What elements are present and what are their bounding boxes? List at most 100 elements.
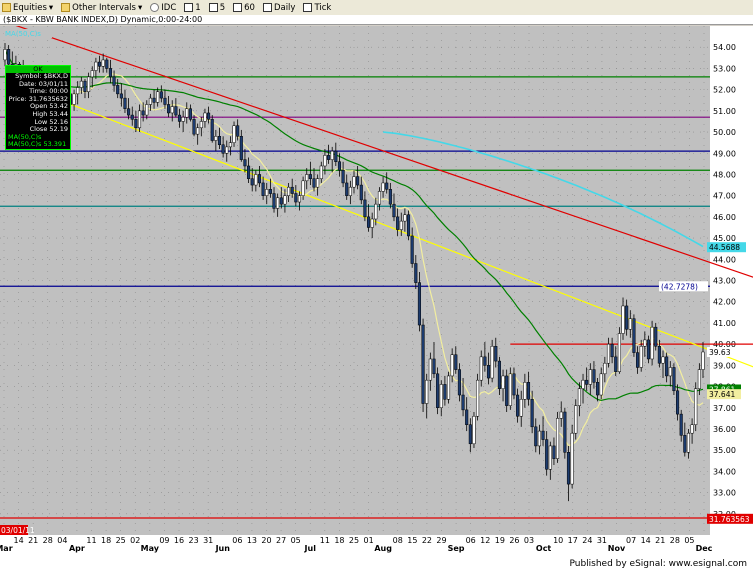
y-tick-label: 34.00 <box>713 467 736 476</box>
candle-body <box>450 354 454 377</box>
plot-area <box>0 26 710 535</box>
candle-body <box>308 174 312 179</box>
interval-5-button[interactable]: 5 <box>207 3 227 13</box>
candle-body <box>585 379 589 385</box>
candle-body <box>588 369 592 385</box>
candle-body <box>217 136 222 146</box>
candle-body <box>254 174 258 186</box>
equities-label: Equities <box>13 2 47 13</box>
candle-body <box>628 318 632 330</box>
candle-body <box>305 174 309 182</box>
candle-body <box>356 176 360 186</box>
x-tick-label: 18 <box>101 536 111 545</box>
candle-body <box>668 367 672 377</box>
x-tick-label: Jul <box>304 544 317 553</box>
candle-body <box>312 178 316 188</box>
candle-body <box>207 112 211 120</box>
candle-body <box>697 369 701 389</box>
candle-body <box>279 197 283 205</box>
candle-body <box>486 365 491 379</box>
candle-body <box>228 142 232 148</box>
info-ma-label: MA(50,C)s <box>6 133 70 142</box>
time-axis <box>0 535 753 557</box>
candle-body <box>472 415 476 445</box>
x-tick-label: 25 <box>116 536 126 545</box>
candle-body <box>410 235 414 264</box>
interval-60-button[interactable]: 60 <box>231 3 257 13</box>
candle-body <box>377 191 381 205</box>
candle-body <box>621 305 625 334</box>
candle-body <box>276 197 280 209</box>
candle-body <box>592 369 596 383</box>
candle-body <box>625 305 629 330</box>
checkbox-icon <box>262 3 272 12</box>
x-tick-label: 22 <box>422 536 432 545</box>
candle-body <box>185 108 189 118</box>
candle-body <box>127 108 131 116</box>
candle-body <box>116 85 120 95</box>
candle-body <box>694 388 698 425</box>
candle-body <box>479 356 483 381</box>
x-tick-label: 31 <box>203 536 213 545</box>
x-tick-label: Oct <box>536 544 552 553</box>
candle-body <box>516 394 520 417</box>
candle-body <box>563 411 567 453</box>
x-tick-label: Aug <box>374 544 392 553</box>
other-intervals-label: Other Intervals <box>72 2 136 13</box>
moving-average-200 <box>383 131 704 248</box>
candle-body <box>177 114 182 122</box>
price-chart[interactable]: 32.0033.0034.0035.0036.0037.0038.0039.00… <box>0 26 753 557</box>
candle-body <box>639 345 643 368</box>
candle-body <box>461 394 465 411</box>
info-high: High 53.44 <box>32 109 68 118</box>
y-tick-label: 33.00 <box>713 489 736 498</box>
candle-body <box>239 136 243 160</box>
x-tick-label: 28 <box>670 536 680 545</box>
tick-button[interactable]: Tick <box>301 3 333 13</box>
candle-body <box>701 351 705 370</box>
date-tag-label: 03/01/11 <box>1 526 35 535</box>
folder-icon <box>61 3 71 12</box>
info-open: Open 53.42 <box>29 102 68 111</box>
x-tick-label: 02 <box>130 536 140 545</box>
candle-body <box>566 452 571 485</box>
candle-body <box>497 360 501 389</box>
y-tick-label: 39.00 <box>713 361 736 370</box>
x-tick-label: 25 <box>349 536 359 545</box>
candle-body <box>363 199 367 218</box>
candle-body <box>119 93 123 99</box>
candle-body <box>679 413 683 436</box>
candle-body <box>686 432 691 453</box>
candle-body <box>508 373 512 406</box>
interval-1-button[interactable]: 1 <box>182 3 202 13</box>
x-tick-label: 16 <box>174 536 184 545</box>
candle-body <box>366 216 371 228</box>
idc-option[interactable]: IDC <box>148 3 178 13</box>
idc-label: IDC <box>161 2 177 13</box>
folder-icon <box>2 3 11 12</box>
candle-body <box>152 97 156 103</box>
candle-body <box>7 49 11 65</box>
candle-body <box>476 379 480 417</box>
candle-body <box>396 216 400 230</box>
price-tag-bg <box>707 346 736 357</box>
candle-body <box>3 49 7 61</box>
y-tick-label: 49.00 <box>713 149 736 158</box>
other-intervals-menu[interactable]: Other Intervals ▾ <box>59 3 144 13</box>
candle-body <box>614 356 618 372</box>
candle-body <box>403 214 407 222</box>
daily-button[interactable]: Daily <box>261 3 298 13</box>
x-tick-label: 04 <box>57 536 67 545</box>
cursor-info-box: OK Symbol: $BKX,D Date: 03/01/11 Time: 0… <box>5 65 71 150</box>
candle-body <box>199 121 203 129</box>
candle-body <box>145 104 149 116</box>
candle-body <box>606 343 611 364</box>
equities-menu[interactable]: Equities ▾ <box>0 3 55 13</box>
candle-body <box>672 367 676 392</box>
candle-body <box>156 91 160 103</box>
tick-label: Tick <box>314 2 332 13</box>
x-tick-label: 21 <box>28 536 38 545</box>
candle-body <box>236 125 240 137</box>
candle-body <box>577 388 581 406</box>
candle-body <box>123 97 127 109</box>
